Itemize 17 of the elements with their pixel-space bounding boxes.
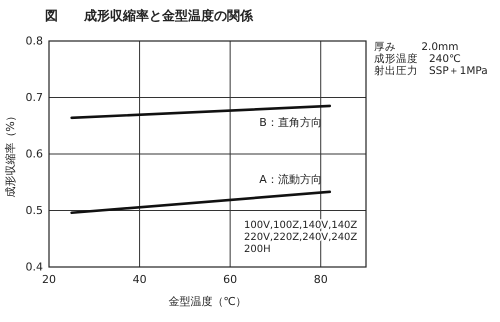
chart-title: 図 成形収縮率と金型温度の関係 — [45, 8, 254, 24]
y-tick-label: 0.8 — [26, 34, 43, 48]
y-tick-label: 0.5 — [26, 204, 43, 218]
text: 厚み 2.0mm — [374, 41, 458, 53]
y-tick-label: 0.6 — [26, 148, 43, 161]
y-tick-label: 0.7 — [26, 91, 43, 104]
y-axis-title: 成形収縮率（%） — [4, 110, 17, 198]
x-tick-label: 40 — [132, 272, 147, 286]
x-tick-label: 20 — [42, 272, 56, 286]
text: 射出圧力 SSP＋1MPa — [374, 64, 488, 77]
x-tick-label: 80 — [314, 272, 328, 286]
text: 成形温度 240℃ — [374, 52, 462, 65]
x-tick-label: 60 — [223, 272, 238, 286]
series-label: A：流動方向 — [259, 172, 322, 186]
x-axis-title: 金型温度（℃） — [168, 295, 247, 308]
y-tick-label: 0.4 — [26, 260, 43, 274]
series-label: B：直角方向 — [259, 116, 322, 129]
